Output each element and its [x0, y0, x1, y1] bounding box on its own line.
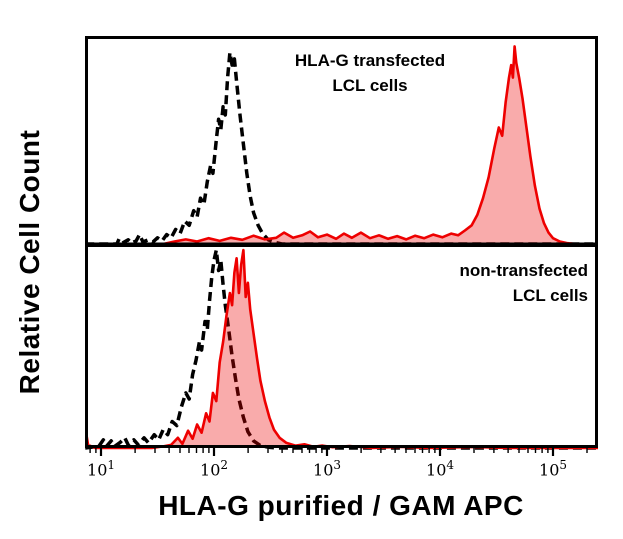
annotation-line-2: LCL cells	[332, 76, 408, 95]
annotation-line-2: LCL cells	[512, 286, 588, 305]
annotation-line-1: HLA-G transfected	[294, 51, 446, 70]
y-axis-label: Relative Cell Count	[14, 129, 45, 395]
x-axis-label: HLA-G purified / GAM APC	[158, 490, 524, 521]
x-tick-label-10e1: 101	[87, 458, 116, 480]
panel-frame-bottom	[85, 244, 598, 448]
x-tick-label-10e3: 103	[313, 458, 342, 480]
stained-histogram-curve	[85, 45, 598, 246]
annotation-top-panel: HLA-G transfected LCL cells	[295, 48, 445, 98]
flow-histogram-plot	[85, 36, 598, 456]
x-tick-label-10e4: 104	[426, 458, 455, 480]
control-histogram-curve	[85, 50, 598, 246]
x-tick-label-10e2: 102	[200, 458, 229, 480]
control-histogram-curve	[85, 248, 598, 450]
x-tick-label-10e5: 105	[539, 458, 568, 480]
annotation-bottom-panel: non-transfected LCL cells	[460, 258, 588, 308]
annotation-line-1: non-transfected	[459, 261, 588, 280]
